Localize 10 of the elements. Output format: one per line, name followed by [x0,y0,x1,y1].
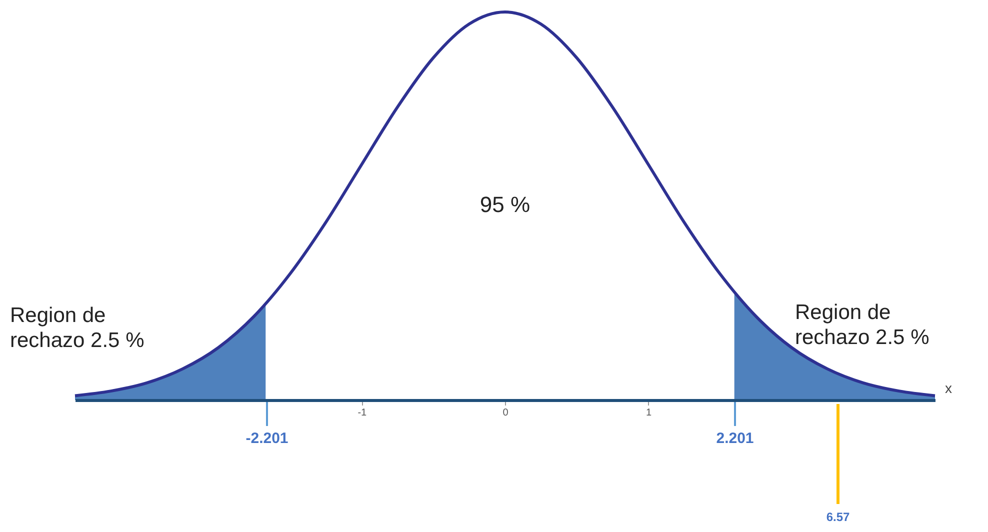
annotation: Region de rechazo 2.5 % [795,301,930,349]
annotation: 95 % [480,192,530,217]
x-tick-label: -1 [358,408,368,418]
text: 6.57 [826,510,850,524]
text: 2.201 [716,430,754,447]
text: -2.201 [246,430,288,447]
annotation: Region de rechazo 2.5 % [10,304,144,352]
x-tick-label: 1 [646,408,652,418]
x-axis-title: x [945,380,952,396]
x-tick-label: 0 [502,408,509,418]
